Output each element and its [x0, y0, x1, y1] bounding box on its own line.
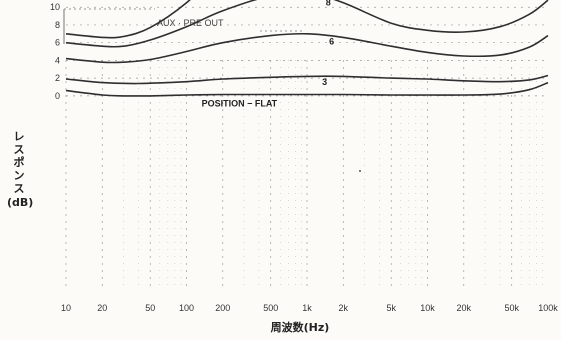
x-tick-label: 50: [145, 303, 155, 313]
response-curve-10: [65, 0, 191, 39]
curve-labels: POSITION − FLAT36810: [202, 0, 335, 109]
response-curve-8: [65, 0, 549, 48]
x-axis-ticks: 10 20 50 100 200 500 1k 2k 5k 10k 20k 50k 100k: [61, 303, 558, 313]
response-curves: [65, 0, 549, 97]
y-tick-label: 8: [55, 20, 60, 30]
response-curve-flat: [65, 81, 549, 97]
curve-label-6: 6: [329, 36, 334, 46]
x-tick-label: 50k: [504, 303, 519, 313]
x-tick-label: 20k: [457, 303, 472, 313]
y-axis-ticks: 02468101214161820: [50, 2, 60, 101]
stray-dot: [359, 170, 361, 172]
x-tick-label: 10: [61, 303, 71, 313]
chart-title: AUX · PRE OUT: [157, 18, 224, 28]
x-tick-label: 100k: [538, 303, 558, 313]
x-tick-label: 200: [215, 303, 230, 313]
y-tick-label: 2: [55, 73, 60, 83]
y-axis-title: レスポンス (dB): [7, 130, 33, 209]
y-tick-label: 4: [55, 55, 60, 65]
curve-label-flat: POSITION − FLAT: [202, 99, 278, 109]
x-tick-label: 20: [97, 303, 107, 313]
y-axis-unit: (dB): [7, 196, 33, 209]
x-tick-label: 10k: [420, 303, 435, 313]
y-axis-label: レスポンス: [14, 130, 25, 195]
x-tick-label: 5k: [386, 303, 396, 313]
curve-label-8: 8: [326, 0, 331, 7]
response-curve-6: [65, 32, 549, 64]
x-axis-label: 周波数(Hz): [271, 320, 330, 334]
y-tick-label: 10: [50, 2, 60, 12]
x-tick-label: 1k: [302, 303, 312, 313]
x-tick-label: 500: [263, 303, 278, 313]
x-tick-label: 100: [179, 303, 194, 313]
title-box: AUX · PRE OUT: [63, 8, 305, 44]
x-tick-label: 2k: [339, 303, 349, 313]
y-tick-label: 0: [55, 91, 60, 101]
response-curve-3: [65, 74, 549, 85]
y-tick-label: 6: [55, 38, 60, 48]
curve-label-3: 3: [322, 77, 327, 87]
